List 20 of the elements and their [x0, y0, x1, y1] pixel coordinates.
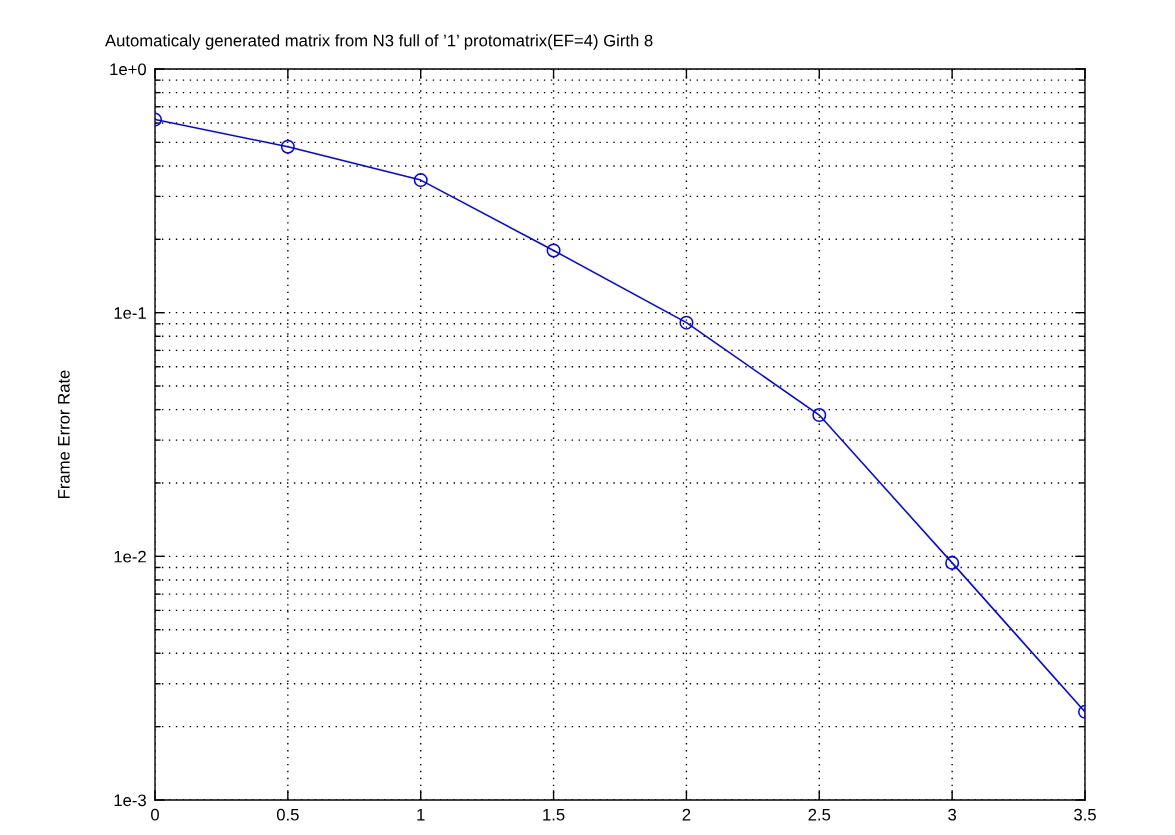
x-tick-label: 2: [682, 808, 691, 821]
chart-title: Automaticaly generated matrix from N3 full of ’1’ protomatrix(EF=4) Girth 8: [105, 34, 653, 50]
point: [280, 139, 295, 154]
x-tick-label: 0: [151, 808, 159, 821]
y-tick-label: 1e-1: [114, 307, 146, 319]
point: [546, 243, 561, 258]
point: [945, 555, 960, 570]
x-tick-label: 0.5: [276, 808, 299, 821]
y-tick-label: 1e-2: [114, 550, 146, 563]
y-tick-label: 1e+0: [110, 63, 147, 76]
y-axis-title: Frame Error Rate: [58, 370, 70, 498]
point: [413, 173, 428, 188]
x-tick-label: 1.5: [543, 808, 565, 821]
point: [679, 315, 694, 330]
x-tick-label: 3: [948, 808, 957, 821]
y-tick-label: 1e-3: [114, 794, 146, 807]
x-tick-label: 1: [417, 808, 425, 821]
point: [812, 408, 827, 423]
x-tick-label: 2.5: [808, 808, 831, 821]
x-tick-label: 3.5: [1074, 808, 1096, 821]
